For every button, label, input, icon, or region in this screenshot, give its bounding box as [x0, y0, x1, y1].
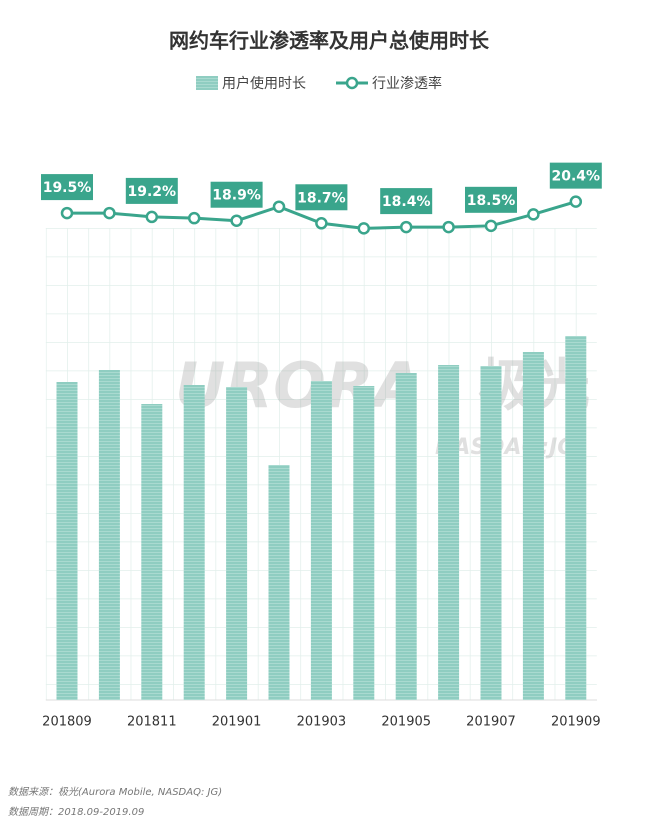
- data-label: 20.4%: [552, 169, 601, 185]
- bar: [226, 387, 248, 700]
- legend: 用户使用时长 行业渗透率: [196, 75, 442, 92]
- line-marker: [569, 195, 583, 208]
- label-box: [210, 181, 263, 208]
- line-marker: [315, 217, 328, 230]
- legend-marker: [345, 76, 359, 90]
- period-note: 数据周期：2018.09-2019.09: [8, 806, 144, 818]
- bar: [268, 465, 290, 700]
- legend-swatch: [196, 76, 218, 90]
- data-label: 18.7%: [297, 190, 346, 206]
- line-marker: [145, 210, 159, 224]
- bar: [98, 370, 120, 700]
- x-tick-label: 201905: [381, 715, 431, 730]
- legend-label: 行业渗透率: [372, 75, 442, 92]
- bar: [565, 336, 587, 700]
- data-label: 18.5%: [467, 193, 516, 209]
- line-marker: [272, 200, 286, 213]
- bar: [310, 381, 332, 700]
- legend-label: 用户使用时长: [222, 75, 306, 92]
- line-marker: [60, 206, 74, 220]
- bar: [522, 352, 544, 700]
- bar: [438, 365, 460, 700]
- label-box: [549, 162, 602, 189]
- x-tick-label: 201903: [297, 715, 347, 730]
- line-marker: [527, 208, 540, 221]
- label-box: [125, 177, 178, 204]
- bar: [395, 373, 417, 700]
- line-marker: [103, 206, 116, 220]
- line-marker: [230, 214, 243, 227]
- data-label: 19.5%: [43, 180, 92, 196]
- x-tick-label: 201809: [42, 715, 92, 730]
- watermark-text: URORA: [175, 349, 422, 422]
- line-marker: [484, 219, 498, 233]
- chart-title: 网约车行业渗透率及用户总使用时长: [169, 29, 490, 53]
- line-marker: [399, 220, 413, 234]
- label-box: [465, 186, 517, 213]
- x-tick-label: 201811: [127, 715, 177, 730]
- data-label: 19.2%: [128, 184, 177, 200]
- data-label: 18.4%: [382, 194, 431, 210]
- bar: [480, 366, 502, 700]
- line-marker: [357, 222, 371, 235]
- x-tick-label: 201907: [466, 715, 516, 730]
- source-note: 数据来源：极光(Aurora Mobile, NASDAQ: JG): [8, 786, 222, 798]
- label-box: [295, 184, 348, 211]
- label-box: [380, 188, 433, 215]
- bar: [353, 386, 375, 700]
- label-box: [41, 174, 93, 201]
- x-tick-label: 201901: [212, 715, 262, 730]
- bar: [56, 382, 78, 700]
- plot: 201809 201811 201901 201903 201905 201907 2019…: [41, 162, 602, 730]
- bar: [183, 385, 205, 700]
- data-label: 18.9%: [212, 188, 261, 204]
- line-marker: [442, 220, 455, 234]
- x-tick-label: 201909: [551, 715, 601, 730]
- bar: [141, 404, 163, 700]
- line-marker: [187, 211, 201, 225]
